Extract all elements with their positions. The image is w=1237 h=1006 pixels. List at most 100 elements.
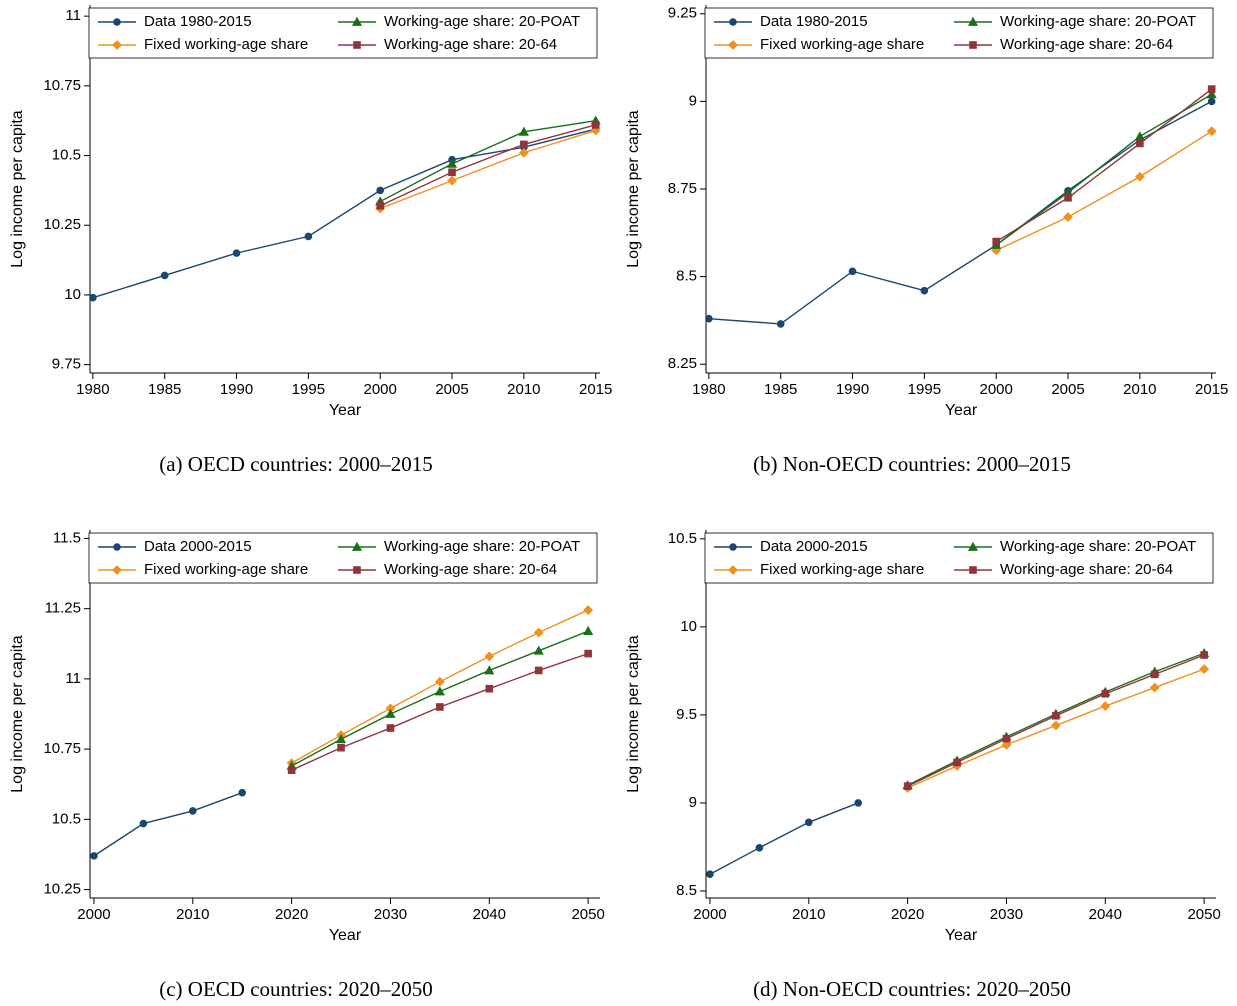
y-tick-label: 9 [689,794,697,811]
x-tick-label: 1990 [836,381,869,398]
marker [446,158,458,168]
y-tick-label: 10.5 [52,147,81,164]
marker [583,625,594,635]
marker [584,649,592,658]
marker [376,186,384,195]
x-tick-label: 2040 [1089,906,1122,923]
x-tick-label: 2010 [176,906,209,923]
x-tick-label: 2030 [374,906,407,923]
marker [139,819,148,828]
legend-label: Working-age share: 20-POAT [384,13,580,30]
marker [1207,85,1216,93]
marker [353,41,361,49]
marker [232,249,241,257]
legend-label: Working-age share: 20-POAT [1000,538,1196,555]
marker [903,782,912,790]
marker [160,271,169,280]
legend-label: Working-age share: 20-64 [384,561,557,578]
marker [729,18,737,26]
marker [1001,739,1012,750]
y-tick-label: 8.25 [668,355,697,372]
marker [351,541,363,551]
marker [447,175,457,186]
marker [353,566,361,574]
marker [1206,89,1217,99]
series-line [379,129,596,210]
y-tick-label: 10.25 [43,881,81,898]
series-line [291,630,589,767]
x-tick-label: 2040 [473,906,506,923]
marker [386,724,395,732]
marker [969,566,977,574]
marker [112,565,122,575]
caption: (c) OECD countries: 2020–2050 [159,977,433,1001]
marker [238,788,247,797]
y-axis-label: Log income per capita [9,110,26,268]
series-line [93,791,243,857]
marker [967,16,979,26]
x-tick-label: 2050 [1187,906,1220,923]
y-axis-label: Log income per capita [625,110,642,268]
marker [518,126,529,136]
x-tick-label: 2000 [364,381,397,398]
marker [1136,139,1144,148]
legend-label: Working-age share: 20-64 [1000,561,1173,578]
legend-label: Data 2000-2015 [144,538,252,555]
legend-label: Fixed working-age share [144,561,308,578]
marker [1002,734,1011,743]
legend-label: Working-age share: 20-64 [1000,36,1173,53]
legend-label: Working-age share: 20-64 [384,36,557,53]
y-tick-label: 9.5 [676,706,697,723]
series-line [709,802,859,875]
marker [484,665,495,675]
caption: (a) OECD countries: 2000–2015 [159,452,433,476]
legend-label: Fixed working-age share [760,36,924,53]
series-line [708,100,1213,325]
marker [304,232,313,241]
y-axis-label: Log income per capita [9,635,26,793]
legend-label: Data 2000-2015 [760,538,868,555]
x-tick-label: 2010 [792,906,825,923]
marker [591,121,600,129]
marker [969,41,977,49]
legend-label: Data 1980-2015 [760,13,868,30]
y-tick-label: 10.5 [52,810,81,827]
marker [1100,701,1111,711]
marker [992,237,1000,246]
marker [1052,711,1060,720]
marker [967,541,979,551]
marker [705,314,713,323]
caption: (b) Non-OECD countries: 2000–2015 [753,452,1071,476]
marker [534,666,543,675]
legend-box [88,7,598,59]
y-tick-label: 10.5 [668,530,697,547]
x-tick-label: 2010 [1123,381,1156,398]
x-tick-label: 2000 [693,906,726,923]
marker [335,734,347,744]
y-tick-label: 9 [689,92,697,109]
marker [706,870,714,879]
series-line [995,88,1213,243]
marker [1207,97,1216,106]
y-tick-label: 10.75 [43,740,81,757]
y-tick-label: 8.75 [668,180,697,197]
marker [436,703,444,711]
marker [520,140,528,149]
x-tick-label: 1995 [292,381,325,398]
marker [583,605,594,615]
marker [776,320,785,328]
x-axis-label: Year [329,927,362,944]
y-tick-label: 8.5 [676,268,697,285]
y-tick-label: 9.25 [668,5,697,22]
x-axis-label: Year [945,402,978,419]
series-line [291,652,589,771]
marker [1101,689,1110,698]
x-tick-label: 2050 [571,906,604,923]
x-tick-label: 1995 [908,381,941,398]
marker [376,201,384,210]
marker [287,766,296,774]
marker [337,743,345,752]
x-axis-label: Year [945,927,978,944]
x-tick-label: 2000 [77,906,110,923]
